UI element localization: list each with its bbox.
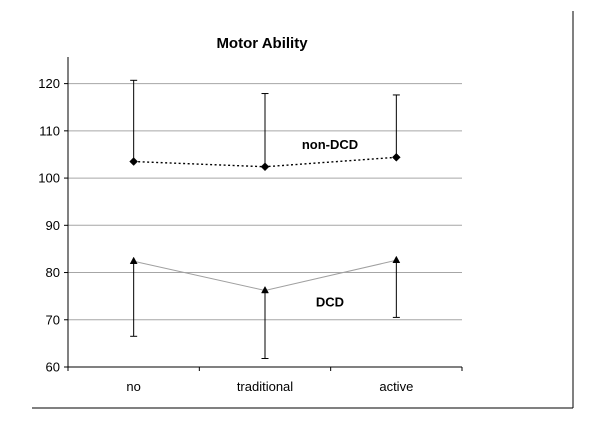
- frame-layer: [32, 11, 574, 409]
- data-point-dcd-no: [129, 256, 138, 264]
- y-tick-label-60: 60: [46, 360, 60, 375]
- x-tick-label-active: active: [379, 379, 413, 394]
- y-tick-label-70: 70: [46, 312, 60, 327]
- chart-title: Motor Ability: [216, 35, 308, 52]
- data-point-non-dcd-active: [391, 152, 401, 162]
- data-point-dcd-traditional: [261, 285, 269, 294]
- x-tick-label-no: no: [126, 379, 140, 394]
- series-label-non-dcd: non-DCD: [302, 137, 358, 152]
- y-tick-label-90: 90: [46, 218, 60, 233]
- y-tick-label-120: 120: [38, 76, 60, 91]
- axes: [64, 57, 463, 371]
- series-line-dcd: [133, 259, 397, 291]
- y-tick-label-110: 110: [39, 123, 60, 138]
- series-layer: [129, 79, 401, 359]
- y-tick-label-80: 80: [46, 265, 60, 280]
- y-tick-label-100: 100: [38, 171, 60, 186]
- data-point-non-dcd-no: [129, 157, 139, 166]
- data-point-dcd-active: [392, 255, 401, 264]
- labels: 60 70 80 90 100 110 120 no traditional active non-…: [38, 76, 413, 394]
- data-point-non-dcd-traditional: [260, 162, 270, 172]
- series-label-dcd: DCD: [316, 295, 344, 310]
- x-tick-label-traditional: traditional: [237, 379, 293, 394]
